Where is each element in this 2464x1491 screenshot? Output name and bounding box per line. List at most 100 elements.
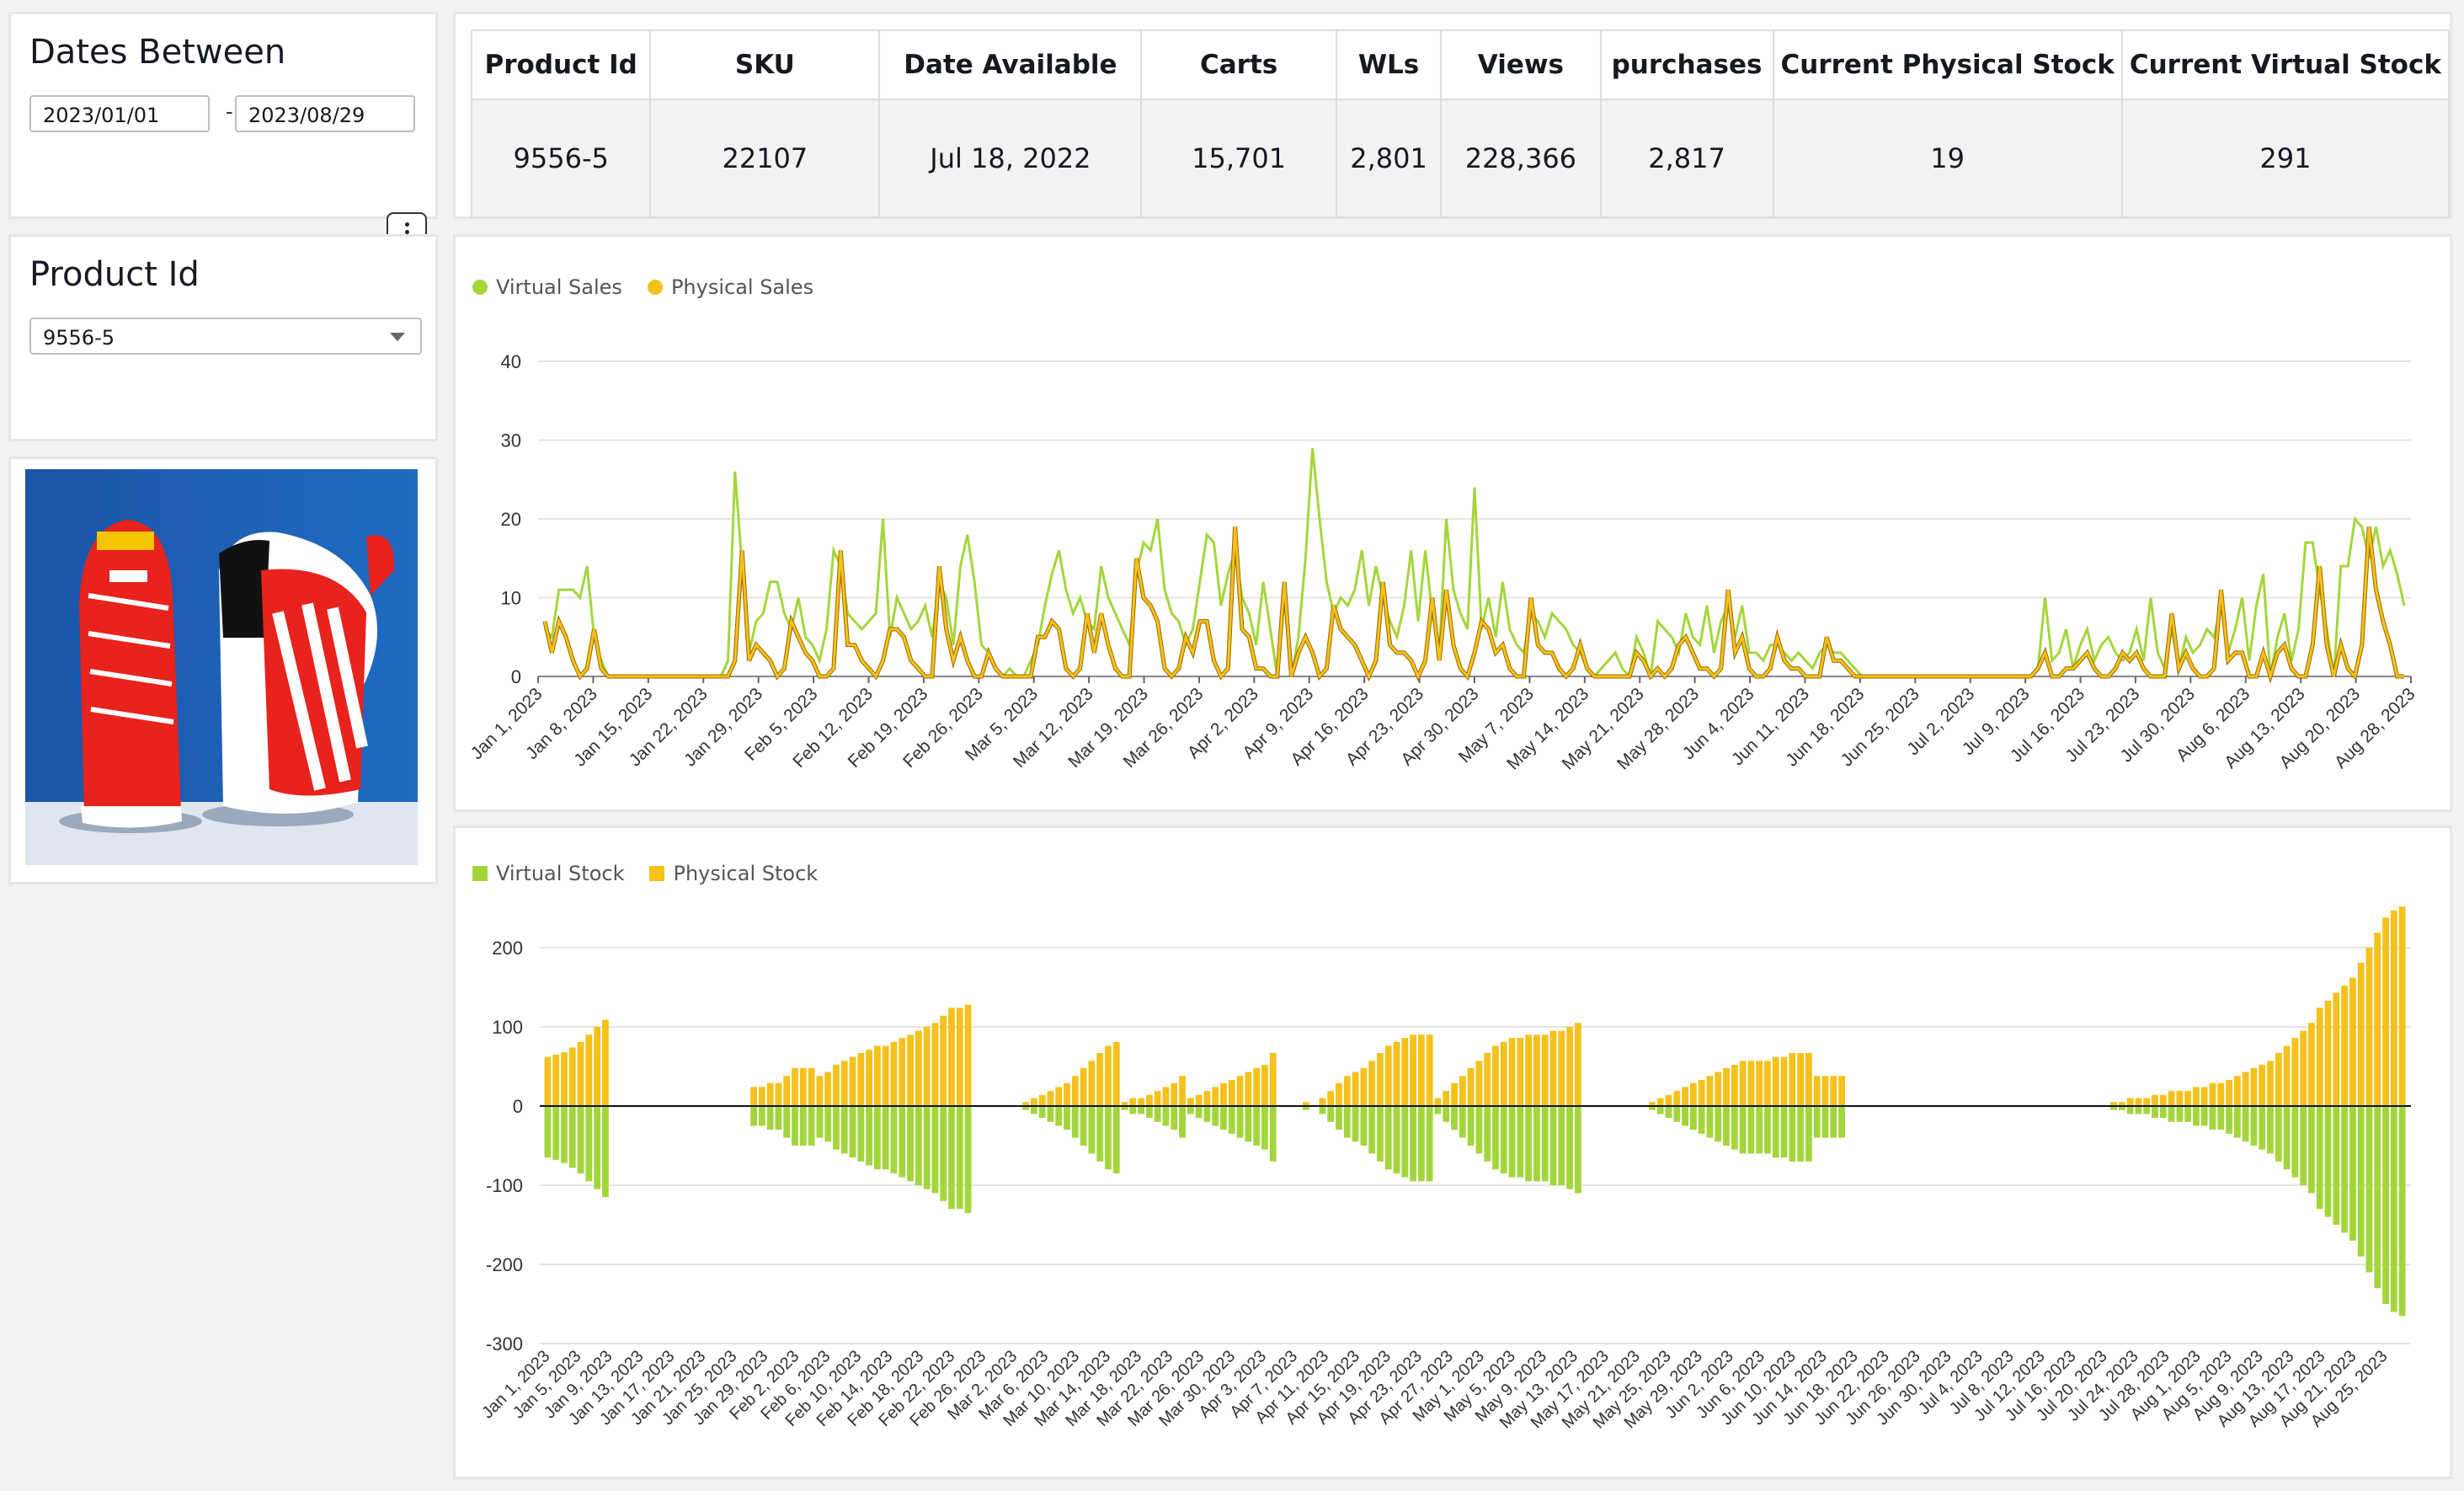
virtual-stock-bar[interactable] xyxy=(1517,1106,1524,1178)
physical-stock-bar[interactable] xyxy=(1830,1076,1837,1106)
physical-stock-bar[interactable] xyxy=(1533,1034,1540,1106)
physical-stock-bar[interactable] xyxy=(1797,1053,1805,1106)
physical-stock-bar[interactable] xyxy=(792,1067,798,1106)
physical-stock-bar[interactable] xyxy=(2308,1023,2315,1106)
virtual-stock-bar[interactable] xyxy=(1154,1106,1161,1122)
physical-stock-bar[interactable] xyxy=(1121,1102,1128,1106)
virtual-stock-bar[interactable] xyxy=(1220,1106,1227,1130)
virtual-stock-bar[interactable] xyxy=(1838,1106,1845,1138)
physical-stock-bar[interactable] xyxy=(1195,1094,1203,1106)
virtual-stock-bar[interactable] xyxy=(1789,1106,1796,1162)
physical-stock-bar[interactable] xyxy=(1789,1053,1796,1106)
physical-stock-bar[interactable] xyxy=(866,1050,873,1106)
physical-stock-bar[interactable] xyxy=(1698,1079,1705,1106)
physical-stock-bar[interactable] xyxy=(1377,1053,1384,1106)
physical-stock-bar[interactable] xyxy=(899,1038,906,1106)
virtual-stock-bar[interactable] xyxy=(2316,1106,2323,1210)
virtual-stock-bar[interactable] xyxy=(923,1106,931,1189)
virtual-stock-bar[interactable] xyxy=(792,1106,798,1146)
virtual-stock-bar[interactable] xyxy=(808,1106,815,1146)
physical-stock-bar[interactable] xyxy=(1805,1053,1812,1106)
virtual-stock-bar[interactable] xyxy=(1179,1106,1186,1138)
physical-stock-bar[interactable] xyxy=(1780,1056,1788,1106)
virtual-stock-bar[interactable] xyxy=(948,1106,955,1210)
virtual-stock-bar[interactable] xyxy=(1731,1106,1738,1150)
virtual-stock-bar[interactable] xyxy=(1319,1106,1326,1114)
virtual-stock-bar[interactable] xyxy=(1145,1106,1153,1119)
virtual-stock-bar[interactable] xyxy=(1228,1106,1235,1134)
physical-stock-bar[interactable] xyxy=(890,1041,898,1106)
physical-stock-bar[interactable] xyxy=(2349,977,2356,1106)
physical-stock-bar[interactable] xyxy=(750,1087,757,1106)
virtual-stock-bar[interactable] xyxy=(907,1106,914,1182)
virtual-stock-bar[interactable] xyxy=(1195,1106,1203,1119)
virtual-stock-bar[interactable] xyxy=(1508,1106,1516,1178)
virtual-stock-bar[interactable] xyxy=(2233,1106,2241,1138)
physical-stock-bar[interactable] xyxy=(2168,1091,2175,1106)
virtual-stock-bar[interactable] xyxy=(2324,1106,2332,1217)
physical-stock-bar[interactable] xyxy=(956,1007,963,1106)
virtual-stock-bar[interactable] xyxy=(1821,1106,1829,1138)
legend-item-virtual-sales[interactable]: Virtual Sales xyxy=(472,275,622,299)
virtual-stock-bar[interactable] xyxy=(1656,1106,1664,1114)
physical-stock-bar[interactable] xyxy=(1772,1056,1779,1106)
physical-stock-bar[interactable] xyxy=(602,1019,609,1106)
physical-stock-bar[interactable] xyxy=(1319,1098,1326,1106)
virtual-stock-bar[interactable] xyxy=(1236,1106,1244,1138)
virtual-stock-bar[interactable] xyxy=(1574,1106,1581,1194)
end-date-input[interactable]: 2023/08/29 xyxy=(235,95,415,132)
virtual-stock-bar[interactable] xyxy=(940,1106,947,1201)
virtual-stock-bar[interactable] xyxy=(1261,1106,1268,1150)
virtual-stock-bar[interactable] xyxy=(2226,1106,2232,1134)
physical-stock-bar[interactable] xyxy=(1492,1045,1499,1106)
physical-stock-bar[interactable] xyxy=(1360,1067,1368,1106)
virtual-stock-bar[interactable] xyxy=(1212,1106,1219,1126)
physical-stock-bar[interactable] xyxy=(1393,1041,1400,1106)
product-id-select[interactable]: 9556-5 xyxy=(29,318,422,355)
physical-stock-bar[interactable] xyxy=(1517,1038,1524,1106)
virtual-stock-bar[interactable] xyxy=(840,1106,848,1154)
physical-sales-line[interactable] xyxy=(543,526,2404,681)
physical-stock-bar[interactable] xyxy=(808,1067,815,1106)
virtual-stock-bar[interactable] xyxy=(1805,1106,1812,1162)
virtual-stock-bar[interactable] xyxy=(602,1106,609,1198)
physical-stock-bar[interactable] xyxy=(1747,1061,1755,1106)
physical-stock-bar[interactable] xyxy=(1434,1098,1442,1106)
physical-stock-bar[interactable] xyxy=(1071,1076,1079,1106)
virtual-stock-bar[interactable] xyxy=(2250,1106,2258,1146)
virtual-stock-bar[interactable] xyxy=(1715,1106,1722,1142)
virtual-stock-bar[interactable] xyxy=(2126,1106,2134,1114)
virtual-stock-bar[interactable] xyxy=(849,1106,856,1158)
physical-stock-bar[interactable] xyxy=(1500,1041,1507,1106)
virtual-stock-bar[interactable] xyxy=(758,1106,765,1126)
physical-stock-bar[interactable] xyxy=(1187,1098,1194,1106)
virtual-stock-bar[interactable] xyxy=(1665,1106,1672,1119)
virtual-stock-bar[interactable] xyxy=(1764,1106,1771,1154)
physical-stock-bar[interactable] xyxy=(1352,1071,1359,1106)
virtual-stock-bar[interactable] xyxy=(2382,1106,2389,1304)
physical-stock-bar[interactable] xyxy=(2193,1087,2200,1106)
physical-stock-bar[interactable] xyxy=(948,1007,955,1106)
virtual-stock-bar[interactable] xyxy=(1360,1106,1368,1146)
physical-stock-bar[interactable] xyxy=(2217,1082,2225,1106)
physical-stock-bar[interactable] xyxy=(874,1045,881,1106)
virtual-stock-bar[interactable] xyxy=(2159,1106,2167,1119)
virtual-stock-bar[interactable] xyxy=(2283,1106,2291,1170)
physical-stock-bar[interactable] xyxy=(1723,1067,1730,1106)
physical-stock-bar[interactable] xyxy=(2267,1061,2274,1106)
virtual-sales-line[interactable] xyxy=(543,447,2406,680)
virtual-stock-bar[interactable] xyxy=(2398,1106,2406,1317)
physical-stock-bar[interactable] xyxy=(594,1027,601,1106)
virtual-stock-bar[interactable] xyxy=(561,1106,568,1163)
physical-stock-bar[interactable] xyxy=(1764,1061,1771,1106)
virtual-stock-bar[interactable] xyxy=(1797,1106,1805,1162)
virtual-stock-bar[interactable] xyxy=(1673,1106,1681,1122)
kpi-header-views[interactable]: Views xyxy=(1440,29,1602,100)
physical-stock-bar[interactable] xyxy=(1649,1102,1656,1106)
physical-stock-bar[interactable] xyxy=(1212,1087,1219,1106)
physical-stock-bar[interactable] xyxy=(1484,1053,1491,1106)
kpi-header-virtual-stock[interactable]: Current Virtual Stock xyxy=(2120,29,2451,100)
virtual-stock-bar[interactable] xyxy=(2259,1106,2266,1150)
virtual-stock-bar[interactable] xyxy=(1747,1106,1755,1154)
physical-stock-bar[interactable] xyxy=(2159,1094,2167,1106)
